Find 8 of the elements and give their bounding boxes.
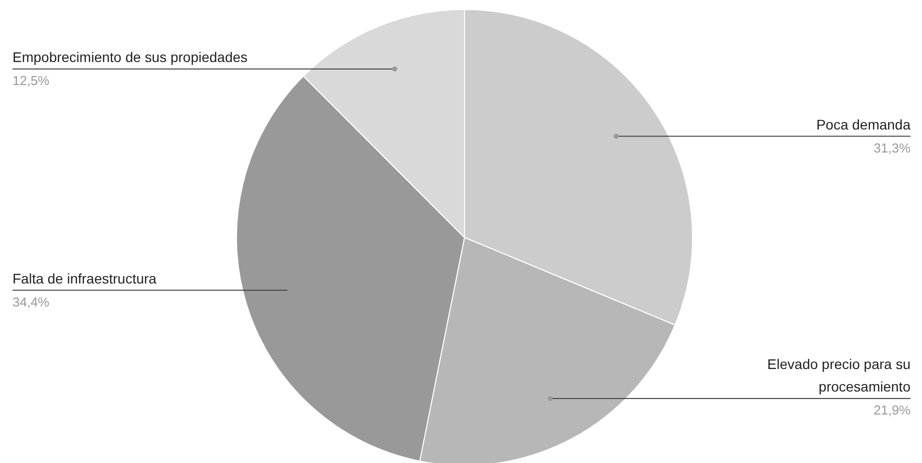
slice-label: Elevado precio para su procesamiento — [767, 356, 911, 394]
slice-label: Poca demanda — [816, 116, 911, 132]
slice-label: Empobrecimiento de sus propiedades — [12, 48, 248, 65]
data-label: 34,4% — [12, 294, 50, 310]
slice-label: Falta de infraestructura — [12, 270, 157, 286]
data-label: 12,5% — [12, 72, 50, 88]
data-label: 31,3% — [874, 140, 911, 156]
data-label: 21,9% — [874, 402, 911, 418]
